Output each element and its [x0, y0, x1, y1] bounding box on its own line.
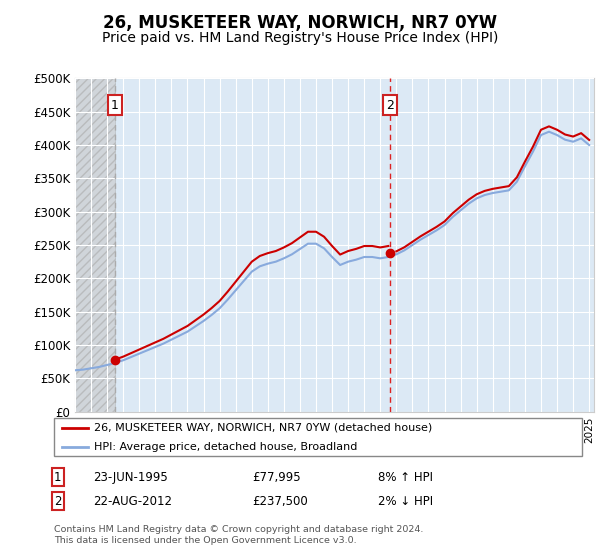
Text: 1: 1: [111, 99, 119, 111]
Text: HPI: Average price, detached house, Broadland: HPI: Average price, detached house, Broa…: [94, 442, 357, 452]
Text: 26, MUSKETEER WAY, NORWICH, NR7 0YW: 26, MUSKETEER WAY, NORWICH, NR7 0YW: [103, 14, 497, 32]
Text: Contains HM Land Registry data © Crown copyright and database right 2024.
This d: Contains HM Land Registry data © Crown c…: [54, 525, 424, 545]
Text: 8% ↑ HPI: 8% ↑ HPI: [378, 470, 433, 484]
FancyBboxPatch shape: [54, 418, 582, 456]
Text: 2% ↓ HPI: 2% ↓ HPI: [378, 494, 433, 508]
Text: £77,995: £77,995: [252, 470, 301, 484]
Text: 22-AUG-2012: 22-AUG-2012: [93, 494, 172, 508]
Text: Price paid vs. HM Land Registry's House Price Index (HPI): Price paid vs. HM Land Registry's House …: [102, 31, 498, 45]
Bar: [75, 78, 115, 412]
Text: 23-JUN-1995: 23-JUN-1995: [93, 470, 168, 484]
Text: 26, MUSKETEER WAY, NORWICH, NR7 0YW (detached house): 26, MUSKETEER WAY, NORWICH, NR7 0YW (det…: [94, 423, 432, 433]
Text: 1: 1: [54, 470, 62, 484]
Text: £237,500: £237,500: [252, 494, 308, 508]
Text: 2: 2: [54, 494, 62, 508]
Text: 2: 2: [386, 99, 394, 111]
